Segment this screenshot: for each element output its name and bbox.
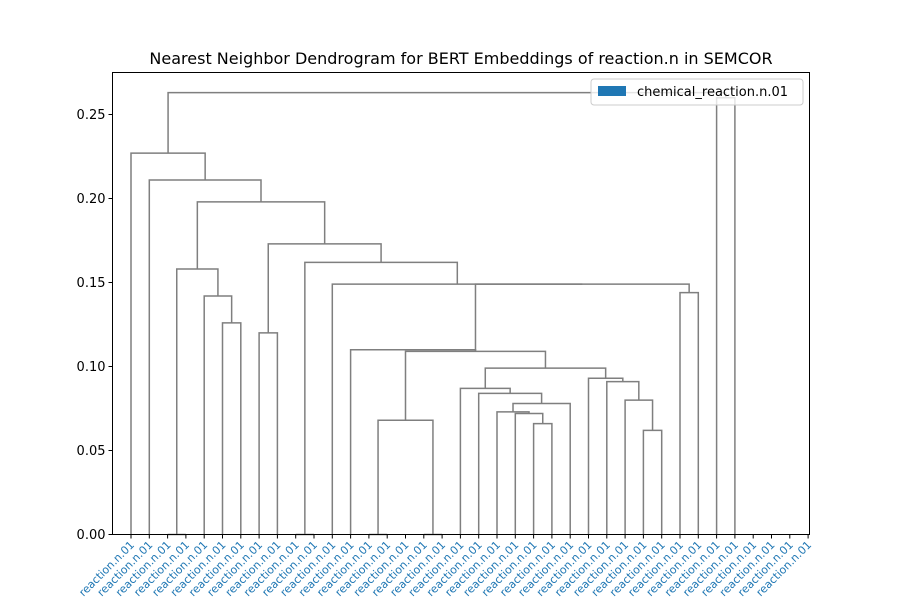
dendrogram-link: [477, 392, 543, 535]
dendrogram-link: [624, 399, 654, 535]
dendrogram-link: [176, 268, 219, 535]
chart-title: Nearest Neighbor Dendrogram for BERT Emb…: [149, 49, 772, 68]
y-tick-label: 0.25: [77, 108, 106, 123]
dendrogram-link: [606, 380, 640, 535]
dendrogram-link: [459, 387, 511, 535]
dendrogram-link: [404, 350, 547, 421]
plot-frame: [112, 72, 810, 535]
dendrogram-link: [474, 283, 690, 352]
dendrogram-link: [349, 348, 477, 535]
dendrogram-link: [267, 243, 382, 333]
dendrogram-link: [587, 377, 624, 535]
dendrogram-link: [532, 422, 553, 535]
dendrogram-link: [514, 412, 544, 535]
dendrogram-link: [196, 201, 326, 270]
y-tick-label: 0.15: [77, 276, 106, 291]
dendrogram-link: [331, 283, 583, 535]
dendrogram-link: [148, 179, 262, 535]
y-tick-label: 0.05: [77, 444, 106, 459]
dendrogram-links: [130, 91, 736, 536]
x-axis: reaction.n.01reaction.n.01reaction.n.01r…: [76, 534, 814, 599]
y-axis: 0.00 0.05 0.10 0.15 0.20 0.25: [77, 108, 113, 543]
y-tick-label: 0.00: [77, 528, 106, 543]
dendrogram-link: [221, 322, 242, 535]
dendrogram-link: [203, 295, 233, 535]
legend-frame: [590, 78, 804, 106]
dendrogram-link: [715, 96, 736, 535]
dendrogram-link: [679, 291, 700, 535]
dendrogram-link: [258, 332, 279, 535]
legend: chemical_reaction.n.01: [590, 78, 804, 106]
y-tick-label: 0.20: [77, 192, 106, 207]
y-tick-label: 0.10: [77, 360, 106, 375]
dendrogram-link: [496, 411, 530, 535]
dendrogram-link: [377, 419, 434, 535]
legend-label: chemical_reaction.n.01: [637, 85, 788, 100]
legend-swatch: [598, 86, 626, 96]
dendrogram-link: [130, 152, 206, 535]
dendrogram-link: [484, 367, 607, 389]
dendrogram-link: [642, 429, 663, 535]
dendrogram-link: [304, 261, 459, 535]
